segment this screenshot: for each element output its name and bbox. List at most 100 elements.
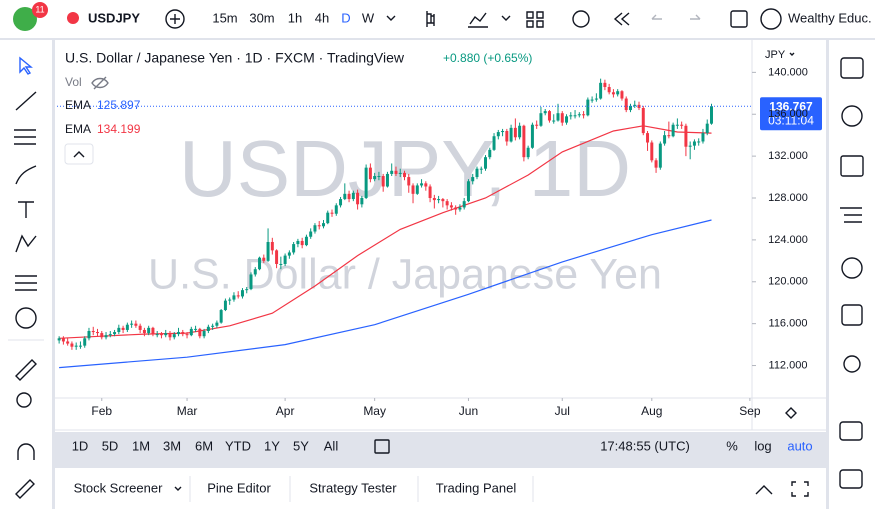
fullscreen[interactable]: [730, 10, 748, 28]
layouts[interactable]: [526, 11, 544, 28]
range-button[interactable]: YTD: [225, 438, 251, 453]
calendar[interactable]: [841, 304, 863, 326]
auto-toggle[interactable]: auto: [787, 438, 812, 453]
data-window[interactable]: [840, 207, 862, 223]
top-bar: [0, 0, 875, 38]
log-toggle[interactable]: log: [754, 438, 771, 453]
add-symbol[interactable]: [165, 9, 185, 29]
dropdown[interactable]: [501, 15, 511, 21]
panel-tab[interactable]: Pine Editor: [207, 480, 271, 495]
watchlist[interactable]: [840, 57, 864, 79]
interval[interactable]: W: [362, 10, 375, 25]
panel-tab[interactable]: Stock Screener: [74, 480, 164, 495]
plot: [57, 78, 752, 369]
range-button[interactable]: 1M: [132, 438, 150, 453]
candle-body: [381, 176, 385, 187]
currency[interactable]: JPY: [765, 49, 786, 61]
prediction-tool[interactable]: [15, 275, 37, 291]
last-price: 136.767: [769, 99, 813, 113]
icon-tool[interactable]: [15, 307, 37, 329]
range-button[interactable]: 5Y: [293, 438, 309, 453]
candle-body: [496, 132, 500, 137]
chart-type[interactable]: [426, 11, 435, 27]
expand-panel[interactable]: [755, 485, 773, 495]
candle-body: [543, 111, 547, 114]
hide-icon[interactable]: [91, 76, 109, 90]
range-button[interactable]: 6M: [195, 438, 213, 453]
clock[interactable]: 17:48:55 (UTC): [600, 438, 690, 453]
candle-body: [518, 125, 522, 138]
replay[interactable]: [613, 12, 630, 26]
magnet-tool[interactable]: [17, 443, 35, 460]
cursor-tool[interactable]: [19, 56, 33, 75]
streams[interactable]: [839, 469, 863, 489]
panel-tab[interactable]: Trading Panel: [436, 480, 517, 495]
trend-line-tool[interactable]: [15, 91, 37, 111]
news[interactable]: [840, 155, 864, 177]
percent-toggle[interactable]: %: [726, 438, 738, 453]
interval[interactable]: 1h: [288, 10, 302, 25]
chats[interactable]: [839, 421, 863, 441]
candle-body: [522, 125, 526, 158]
candle-body: [454, 207, 458, 210]
eraser-tool[interactable]: [15, 479, 35, 499]
ideas[interactable]: [843, 355, 861, 373]
range-button[interactable]: 1D: [72, 438, 89, 453]
dropdown[interactable]: [386, 15, 396, 21]
hotlists[interactable]: [841, 257, 863, 279]
redo[interactable]: [690, 14, 701, 20]
candle-body: [300, 240, 304, 246]
candle-body: [373, 176, 377, 180]
candle-body: [245, 289, 249, 291]
pattern-tool[interactable]: [15, 234, 37, 253]
fib-tool[interactable]: [14, 129, 36, 145]
range-button[interactable]: All: [324, 438, 339, 453]
candle-body: [692, 141, 696, 146]
account-name[interactable]: Wealthy Educ.: [788, 10, 872, 25]
candle-body: [701, 133, 705, 142]
interval[interactable]: D: [341, 10, 350, 25]
y-tick-label: 116.000: [769, 318, 808, 330]
range-button[interactable]: 3M: [163, 438, 181, 453]
text-tool[interactable]: [18, 201, 34, 218]
dropdown[interactable]: [174, 486, 182, 491]
zoom-tool[interactable]: [16, 392, 32, 408]
alerts[interactable]: [841, 105, 863, 127]
y-tick-label: 112.000: [769, 359, 808, 371]
avatar[interactable]: [13, 7, 37, 31]
candle-body: [390, 170, 394, 174]
candle-body: [565, 116, 569, 123]
candle-body: [407, 177, 411, 186]
badge: [32, 2, 48, 18]
account-icon[interactable]: [760, 8, 782, 30]
measure-tool[interactable]: [15, 359, 37, 381]
undo[interactable]: [651, 14, 662, 20]
interval[interactable]: 4h: [315, 10, 329, 25]
symbol[interactable]: USDJPY: [88, 10, 140, 25]
range-button[interactable]: 5D: [102, 438, 119, 453]
indicators[interactable]: [468, 12, 488, 28]
collapse-legend[interactable]: [64, 143, 94, 165]
candle-body: [78, 345, 82, 347]
candle-body: [83, 338, 87, 346]
settings[interactable]: [785, 407, 797, 419]
ema-line: [59, 125, 712, 339]
goto-date[interactable]: [374, 439, 390, 454]
brush-tool[interactable]: [15, 165, 37, 185]
candle-body: [582, 114, 586, 116]
candle-body: [611, 92, 615, 95]
alert[interactable]: [572, 10, 590, 28]
panel-tab[interactable]: Strategy Tester: [309, 480, 397, 495]
interval[interactable]: 15m: [212, 10, 237, 25]
watermark-symbol: USDJPY, 1D: [179, 124, 631, 213]
candle-body: [449, 205, 453, 208]
interval[interactable]: 30m: [249, 10, 274, 25]
range-button[interactable]: 1Y: [264, 438, 280, 453]
candle-body: [398, 172, 402, 174]
candle-body: [573, 115, 577, 117]
currency-dropdown: [789, 52, 795, 56]
maximize-panel[interactable]: [791, 481, 809, 497]
candle-body: [87, 330, 91, 339]
candle-body: [339, 199, 343, 206]
chart-panel: [55, 40, 826, 432]
